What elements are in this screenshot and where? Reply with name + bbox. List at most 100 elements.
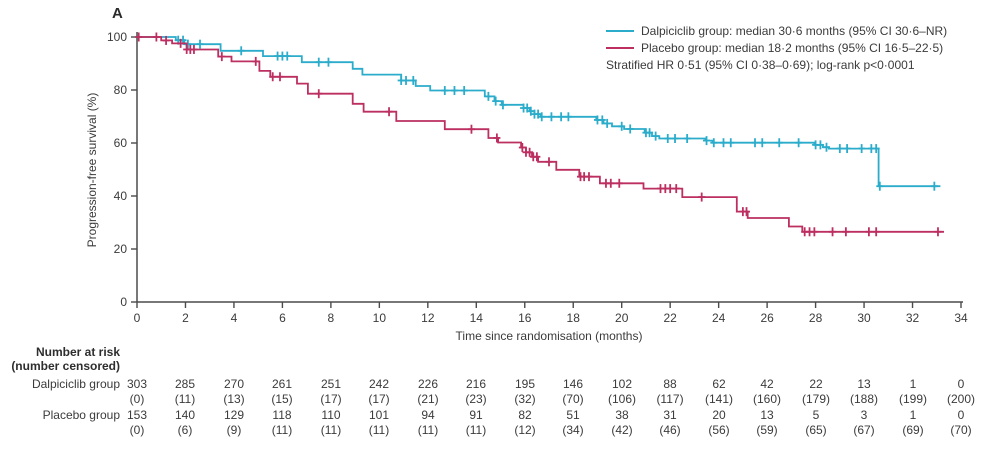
risk-censored-cell: (188) [849,392,878,406]
risk-censored-cell: (17) [320,392,342,406]
risk-count-cell: 102 [611,377,633,391]
risk-censored-cell: (11) [368,423,390,437]
risk-count-cell: 261 [271,377,293,391]
risk-count-cell: 5 [812,408,820,422]
risk-censored-cell: (106) [607,392,636,406]
risk-censored-cell: (11) [465,423,487,437]
x-tick-label: 18 [567,311,581,325]
risk-censored-cell: (15) [271,392,293,406]
panel-label: A [112,5,123,22]
risk-count-cell: 153 [126,408,148,422]
risk-count-cell: 146 [562,377,584,391]
risk-censored-cell: (69) [902,423,924,437]
survival-curve-placebo [137,36,944,233]
x-axis-label: Time since randomisation (months) [455,329,643,343]
risk-censored-cell: (117) [656,392,684,406]
risk-censored-cell: (160) [752,392,781,406]
risk-table-header-line1: Number at risk [35,345,120,359]
risk-censored-cell: (56) [708,423,730,437]
x-tick-label: 28 [809,311,823,325]
x-tick-label: 6 [279,311,286,325]
risk-count-cell: 0 [957,377,965,391]
risk-count-cell: 216 [465,377,487,391]
risk-count-cell: 20 [712,408,726,422]
y-tick-label: 80 [114,83,128,97]
risk-censored-cell: (11) [417,423,439,437]
risk-count-cell: 140 [174,408,196,422]
x-tick-label: 14 [470,311,484,325]
risk-censored-cell: (11) [174,392,196,406]
x-tick-label: 16 [518,311,532,325]
dalpiciclib-line-swatch [606,29,634,32]
risk-censored-cell: (179) [801,392,830,406]
x-tick-label: 34 [954,311,968,325]
y-tick-label: 40 [114,189,128,203]
risk-censored-cell: (141) [704,392,733,406]
risk-censored-cell: (34) [562,423,584,437]
x-tick-label: 10 [373,311,387,325]
risk-censored-cell: (0) [129,392,145,406]
risk-censored-cell: (32) [514,392,536,406]
risk-count-cell: 1 [909,408,917,422]
risk-count-cell: 129 [223,408,245,422]
risk-censored-cell: (65) [805,423,827,437]
risk-table-header-line2: (number censored) [11,359,120,373]
x-tick-label: 24 [712,311,726,325]
risk-count-cell: 38 [615,408,629,422]
y-tick-label: 0 [120,295,127,309]
risk-censored-cell: (21) [417,392,439,406]
x-tick-label: 8 [328,311,335,325]
legend-label-placebo: Placebo group: median 18·2 months (95% C… [641,41,944,55]
risk-count-cell: 270 [223,377,245,391]
risk-group-label: Dalpiciclib group [31,377,120,391]
legend: Dalpiciclib group: median 30·6 months (9… [606,23,947,74]
risk-count-cell: 101 [368,408,390,422]
legend-label-dalpiciclib: Dalpiciclib group: median 30·6 months (9… [641,24,948,38]
risk-count-cell: 195 [514,377,536,391]
risk-count-cell: 251 [320,377,342,391]
x-tick-label: 20 [615,311,629,325]
risk-censored-cell: (42) [611,423,633,437]
risk-censored-cell: (11) [271,423,293,437]
risk-count-cell: 13 [857,377,871,391]
risk-count-cell: 303 [126,377,148,391]
x-tick-label: 0 [134,311,141,325]
y-tick-label: 100 [107,30,127,44]
risk-censored-cell: (46) [659,423,681,437]
risk-censored-cell: (59) [756,423,778,437]
risk-count-cell: 110 [321,408,341,422]
x-tick-label: 32 [906,311,920,325]
risk-count-cell: 31 [663,408,677,422]
x-tick-label: 22 [663,311,677,325]
risk-censored-cell: (11) [320,423,342,437]
legend-note: Stratified HR 0·51 (95% CI 0·38–0·69); l… [606,58,915,72]
risk-censored-cell: (6) [177,423,193,437]
risk-censored-cell: (17) [368,392,390,406]
risk-count-cell: 91 [469,408,483,422]
risk-censored-cell: (67) [853,423,875,437]
y-tick-label: 60 [114,136,128,150]
risk-censored-cell: (70) [950,423,972,437]
risk-censored-cell: (0) [129,423,145,437]
risk-count-cell: 22 [809,377,823,391]
y-tick-label: 20 [114,242,128,256]
risk-count-cell: 0 [957,408,965,422]
risk-count-cell: 88 [663,377,677,391]
risk-censored-cell: (9) [226,423,242,437]
risk-count-cell: 242 [368,377,390,391]
risk-count-cell: 3 [860,408,868,422]
risk-count-cell: 62 [712,377,726,391]
risk-count-cell: 285 [174,377,196,391]
legend-item-dalpiciclib: Dalpiciclib group: median 30·6 months (9… [606,23,947,40]
risk-count-cell: 1 [909,377,917,391]
x-tick-label: 30 [857,311,871,325]
risk-censored-cell: (200) [946,392,975,406]
risk-count-cell: 42 [760,377,774,391]
risk-count-cell: 226 [417,377,439,391]
legend-item-placebo: Placebo group: median 18·2 months (95% C… [606,40,947,57]
risk-censored-cell: (70) [562,392,584,406]
risk-group-label: Placebo group [42,408,120,422]
